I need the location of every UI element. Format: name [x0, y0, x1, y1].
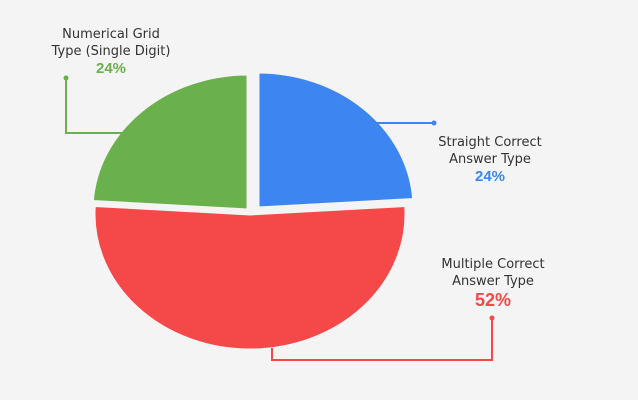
label-numerical-grid-line2: Type (Single Digit): [51, 44, 171, 59]
label-straight-correct-line2: Answer Type: [449, 152, 531, 167]
leader-dot-multiple-correct: [489, 315, 495, 321]
label-numerical-grid-percent: 24%: [95, 60, 127, 77]
pie-slice-numerical-grid: [90, 72, 250, 212]
label-multiple-correct-percent: 52%: [474, 290, 512, 310]
pie-slices: [90, 70, 416, 352]
label-straight-correct-line1: Straight Correct: [438, 135, 542, 150]
leader-line-numerical-grid: [65, 78, 122, 134]
label-multiple-correct-line1: Multiple Correct: [441, 257, 545, 272]
pie-slice-multiple-correct: [92, 203, 408, 352]
pie-slice-straight-correct: [256, 70, 416, 210]
label-multiple-correct: Multiple Correct Answer Type 52%: [418, 256, 568, 310]
leader-line-multiple-correct: [271, 318, 493, 361]
label-straight-correct-percent: 24%: [474, 168, 506, 185]
label-straight-correct: Straight Correct Answer Type 24%: [415, 134, 565, 186]
leader-dot-straight-correct: [431, 120, 437, 126]
leader-dot-numerical-grid: [63, 75, 69, 81]
label-numerical-grid-line1: Numerical Grid: [62, 27, 160, 42]
label-multiple-correct-line2: Answer Type: [452, 274, 534, 289]
label-numerical-grid: Numerical Grid Type (Single Digit) 24%: [36, 26, 186, 78]
callout-leader-lines: [63, 75, 495, 361]
